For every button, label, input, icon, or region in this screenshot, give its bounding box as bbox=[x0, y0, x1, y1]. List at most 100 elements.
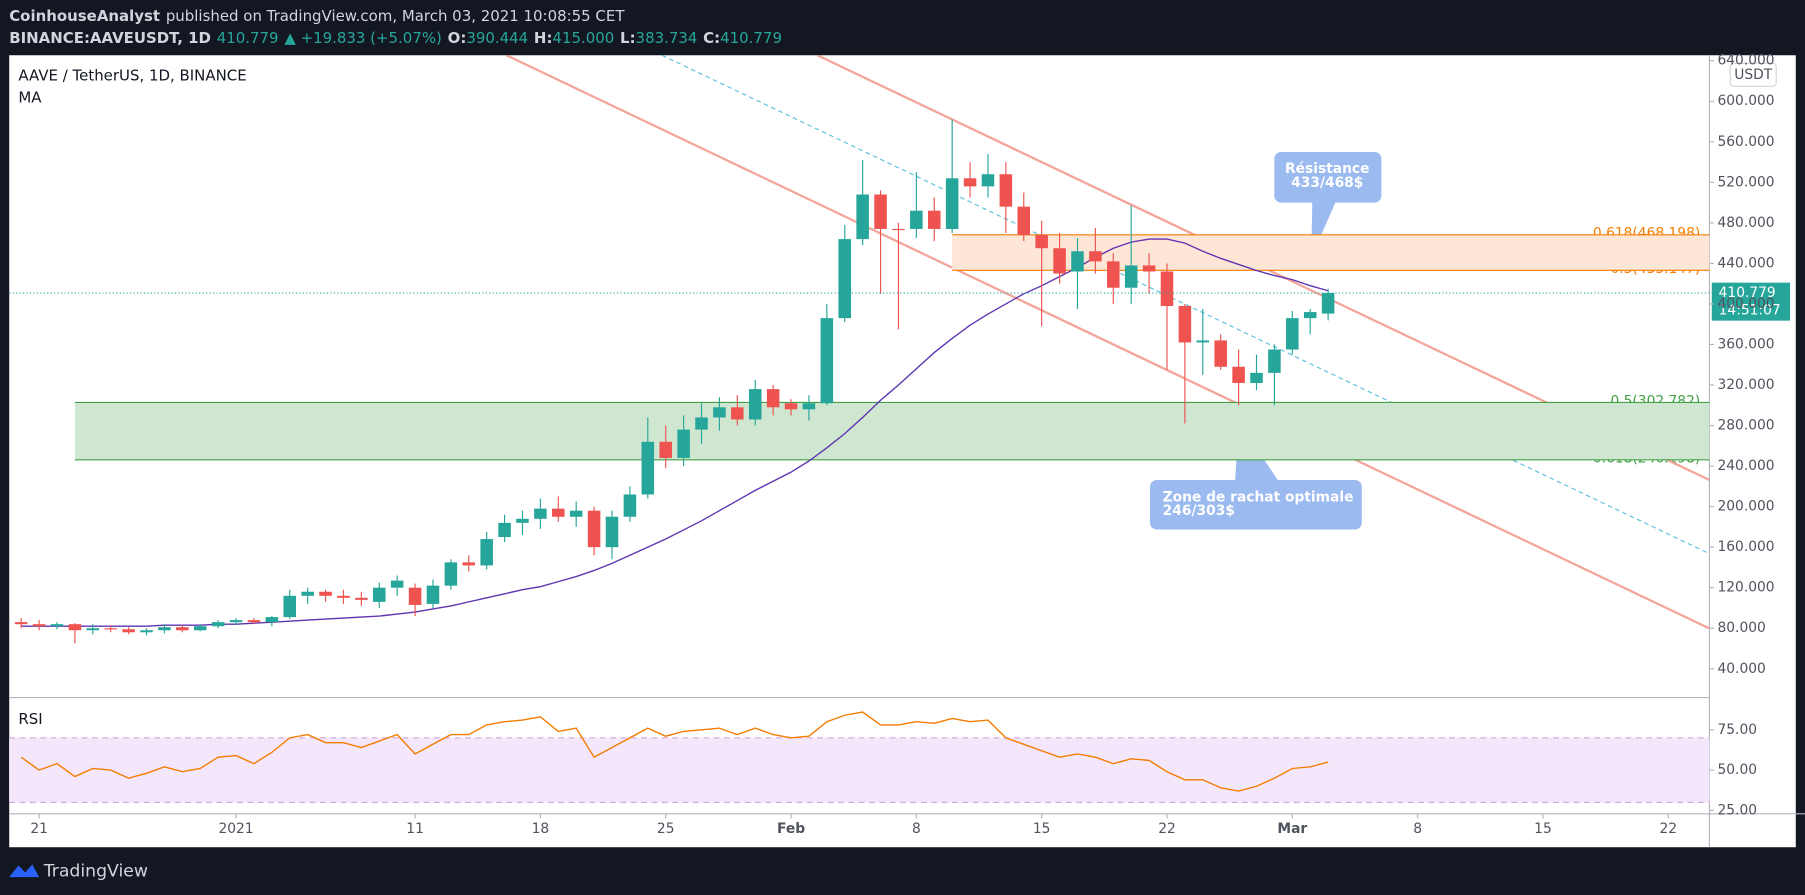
x-tick-label: 8 bbox=[1413, 821, 1422, 837]
x-tick-label: 11 bbox=[406, 821, 424, 837]
callout-text: 246/303$ bbox=[1163, 503, 1235, 519]
ohlc-value: 383.734 bbox=[636, 28, 698, 46]
candle-body bbox=[892, 228, 905, 231]
x-tick-label: 22 bbox=[1158, 821, 1176, 837]
candle-body bbox=[713, 407, 726, 418]
candle-body bbox=[1017, 206, 1031, 236]
brand: TradingView bbox=[43, 861, 148, 881]
chart-title: AAVE / TetherUS, 1D, BINANCE bbox=[18, 66, 246, 84]
candle-body bbox=[820, 318, 834, 404]
candle-body bbox=[1124, 265, 1138, 288]
candle-body bbox=[104, 628, 117, 630]
candle-body bbox=[659, 441, 672, 458]
candle-body bbox=[140, 630, 153, 633]
candle-body bbox=[534, 508, 547, 519]
y-tick-label: 200.000 bbox=[1718, 499, 1775, 515]
y-tick-label: 40.000 bbox=[1718, 661, 1766, 677]
candle-body bbox=[1250, 372, 1263, 383]
publisher: CoinhouseAnalyst bbox=[9, 7, 160, 25]
candle-body bbox=[444, 562, 458, 586]
candle-body bbox=[1053, 248, 1066, 274]
candle-body bbox=[193, 626, 207, 631]
candle-body bbox=[247, 620, 261, 623]
ohlc-label: O: bbox=[448, 28, 467, 46]
x-tick-label: 15 bbox=[1534, 821, 1552, 837]
candle-body bbox=[802, 403, 816, 410]
candle-body bbox=[587, 510, 601, 548]
candle-body bbox=[1071, 251, 1084, 272]
candle-body bbox=[677, 429, 690, 458]
ohlc-label: L: bbox=[620, 28, 636, 46]
ohlc-label: H: bbox=[534, 28, 553, 46]
x-tick-label: 2021 bbox=[218, 821, 253, 837]
candle-body bbox=[1268, 349, 1281, 373]
y-tick-label: 520.000 bbox=[1718, 174, 1775, 190]
candle-body bbox=[623, 494, 637, 517]
currency-box bbox=[1729, 62, 1777, 87]
candle-body bbox=[874, 194, 887, 229]
candle-body bbox=[1232, 366, 1245, 383]
rsi-band bbox=[9, 737, 1710, 803]
main-pane bbox=[14, 55, 1710, 644]
candle-body bbox=[1214, 340, 1227, 367]
x-tick-label: Feb bbox=[777, 821, 805, 837]
candle-body bbox=[963, 178, 977, 187]
candle-body bbox=[981, 174, 995, 187]
candle-body bbox=[1089, 251, 1102, 262]
y-tick-label: 160.000 bbox=[1718, 539, 1775, 555]
candle-body bbox=[1286, 318, 1299, 350]
candle-body bbox=[856, 194, 869, 240]
candle-body bbox=[695, 417, 708, 430]
candle-body bbox=[426, 585, 440, 604]
candle-body bbox=[122, 629, 135, 633]
candle-body bbox=[605, 516, 619, 548]
candle-body bbox=[731, 407, 744, 420]
y-tick-label: 80.000 bbox=[1718, 620, 1766, 636]
y-tick-label: 320.000 bbox=[1718, 377, 1775, 393]
x-tick-label: Mar bbox=[1277, 821, 1307, 837]
candle-body bbox=[927, 210, 941, 229]
callout bbox=[1149, 421, 1362, 530]
candle-body bbox=[910, 210, 923, 229]
ohlc-value: 415.000 bbox=[552, 28, 614, 46]
candle-body bbox=[68, 624, 82, 631]
x-tick-label: 15 bbox=[1033, 821, 1051, 837]
candle-body bbox=[945, 178, 959, 229]
countdown: 14:51:07 bbox=[1719, 302, 1781, 318]
callout bbox=[1274, 151, 1382, 258]
candle-body bbox=[1178, 305, 1192, 343]
x-tick-label: 18 bbox=[532, 821, 550, 837]
candle-body bbox=[1303, 312, 1317, 319]
y-tick-label: 560.000 bbox=[1718, 134, 1775, 150]
symbol-line: BINANCE:AAVEUSDT, 1D 410.779 ▲ +19.833 (+5… bbox=[9, 28, 782, 46]
candle-body bbox=[462, 562, 476, 566]
candle-body bbox=[408, 587, 422, 605]
candle-body bbox=[838, 239, 852, 319]
x-tick-label: 21 bbox=[30, 821, 48, 837]
y-tick-label: 440.000 bbox=[1718, 255, 1775, 271]
candle-body bbox=[641, 441, 655, 495]
rsi-line bbox=[20, 711, 1329, 792]
last-price-box bbox=[1711, 282, 1791, 321]
candle-body bbox=[265, 617, 279, 623]
candle-body bbox=[32, 624, 46, 627]
candle-body bbox=[50, 624, 64, 627]
header-line: CoinhouseAnalyst published on TradingView… bbox=[9, 7, 625, 25]
candle-body bbox=[355, 597, 368, 600]
x-tick-label: 25 bbox=[657, 821, 675, 837]
candle-body bbox=[211, 622, 225, 627]
change: ▲ +19.833 (+5.07%) bbox=[284, 28, 442, 46]
y-tick-label: 240.000 bbox=[1718, 458, 1775, 474]
channel-line bbox=[506, 55, 1710, 630]
ma-legend: MA bbox=[18, 88, 42, 106]
y-tick-label: 400.000 bbox=[1718, 296, 1775, 312]
candle-body bbox=[784, 403, 798, 410]
candle-body bbox=[516, 518, 529, 523]
ohlc-value: 390.444 bbox=[466, 28, 528, 46]
y-tick-label: 360.000 bbox=[1718, 336, 1775, 352]
y-tick-label: 75.00 bbox=[1718, 722, 1758, 738]
candle-body bbox=[1035, 235, 1048, 249]
y-tick-label: 600.000 bbox=[1718, 93, 1775, 109]
callout-text: 433/468$ bbox=[1291, 175, 1363, 191]
